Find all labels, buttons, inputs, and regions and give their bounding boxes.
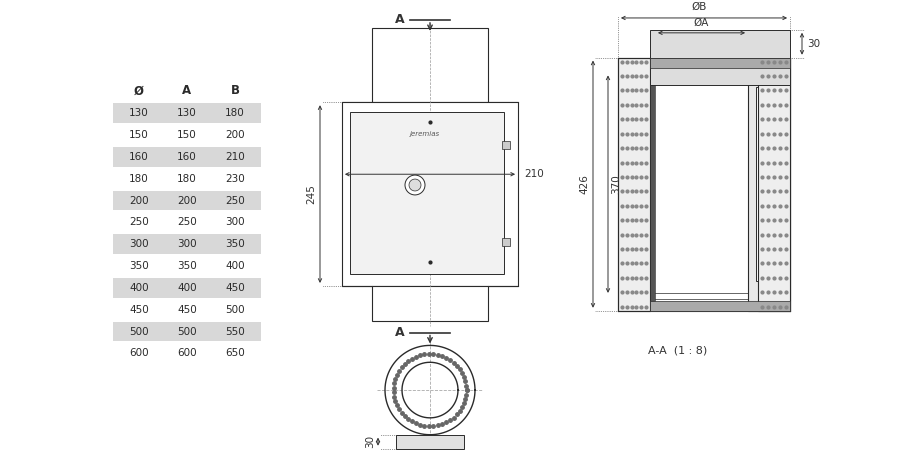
Bar [350,112,504,274]
Text: 450: 450 [177,305,197,315]
Bar [502,238,510,246]
Bar [113,234,261,254]
Text: 30: 30 [807,39,820,49]
Text: 350: 350 [225,239,245,249]
Text: 210: 210 [524,169,544,179]
Circle shape [409,179,421,191]
Text: 180: 180 [177,174,197,184]
Text: 600: 600 [177,348,197,358]
Bar [650,58,790,86]
Text: 350: 350 [129,261,148,271]
Text: 400: 400 [177,283,197,293]
Bar [655,58,748,310]
Text: A-A  (1 : 8): A-A (1 : 8) [648,345,707,356]
Text: 180: 180 [225,108,245,118]
Bar [113,191,261,211]
Text: 160: 160 [129,152,148,162]
Text: jeremias: jeremias [410,131,440,137]
Circle shape [405,175,425,195]
Text: 500: 500 [225,305,245,315]
Text: 650: 650 [225,348,245,358]
Text: 370: 370 [611,174,621,194]
Text: 300: 300 [225,217,245,227]
Text: 250: 250 [177,217,197,227]
Bar [756,87,784,281]
Text: 600: 600 [130,348,148,358]
Bar [502,140,510,148]
Text: 130: 130 [129,108,148,118]
Text: 130: 130 [177,108,197,118]
Text: 150: 150 [129,130,148,140]
Bar [650,30,790,58]
Bar [650,58,655,310]
Text: 500: 500 [177,327,197,337]
Text: A: A [183,84,192,97]
Text: 400: 400 [130,283,148,293]
Bar [372,28,488,102]
Bar [650,58,790,68]
Text: 500: 500 [130,327,148,337]
Text: 250: 250 [129,217,148,227]
Text: 300: 300 [177,239,197,249]
Text: 210: 210 [225,152,245,162]
Text: B: B [230,84,239,97]
Text: 230: 230 [225,174,245,184]
Bar [113,322,261,342]
Text: ØB: ØB [691,2,707,12]
Bar [372,286,488,320]
Bar [113,104,261,123]
Text: 426: 426 [579,174,589,194]
Text: 150: 150 [177,130,197,140]
Text: 350: 350 [177,261,197,271]
Text: 160: 160 [177,152,197,162]
Bar [650,301,790,310]
Text: A: A [395,326,405,339]
Bar [342,102,518,286]
Text: A: A [395,14,405,27]
Text: 550: 550 [225,327,245,337]
Bar [758,58,790,310]
Bar [618,58,650,310]
Text: 300: 300 [130,239,148,249]
Text: 200: 200 [130,196,148,206]
Bar [396,435,464,449]
Text: 450: 450 [225,283,245,293]
Text: 200: 200 [225,130,245,140]
Text: Ø: Ø [134,84,144,97]
Text: 250: 250 [225,196,245,206]
Text: 180: 180 [129,174,148,184]
Bar [748,58,790,310]
Text: 400: 400 [225,261,245,271]
Text: 245: 245 [306,184,316,204]
Bar [113,278,261,298]
Text: 30: 30 [365,435,375,448]
Bar [113,147,261,167]
Text: 450: 450 [129,305,148,315]
Text: ØA: ØA [694,18,709,28]
Text: 200: 200 [177,196,197,206]
